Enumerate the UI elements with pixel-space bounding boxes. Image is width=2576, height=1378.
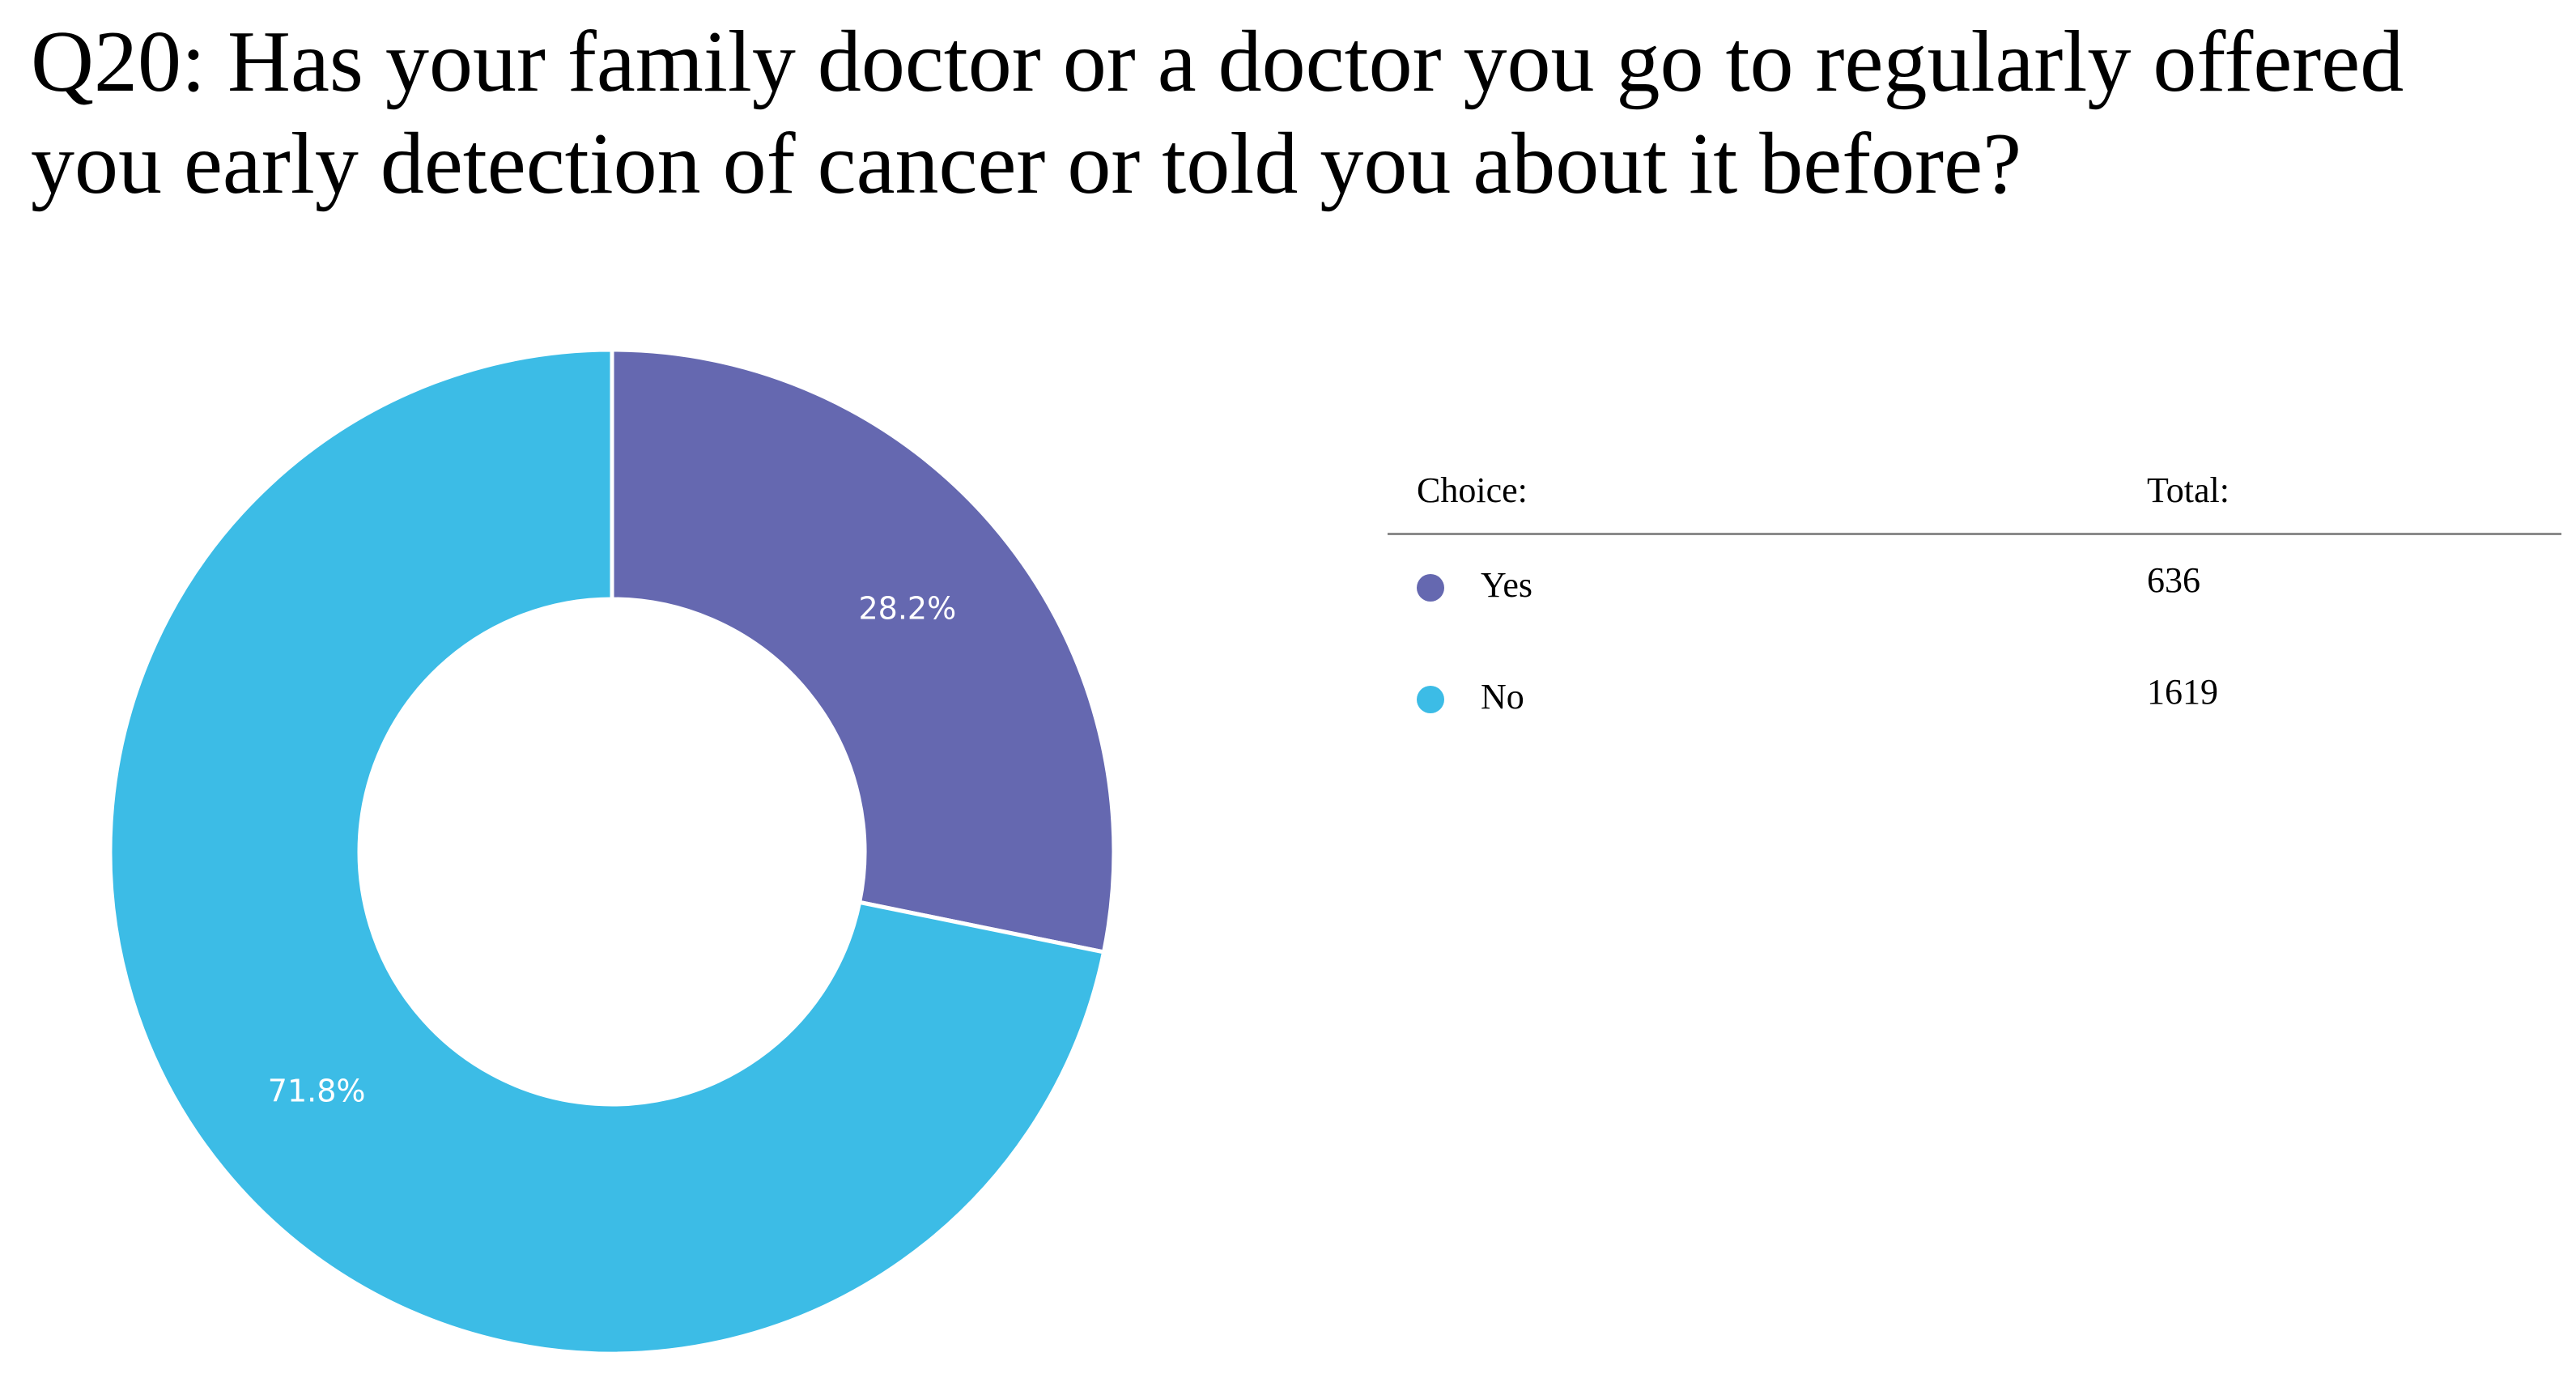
- legend-header-choice: Choice:: [1417, 470, 1528, 510]
- legend-table: Choice: Total: Yes 636 No 1619: [1388, 461, 2561, 759]
- legend-row-no: No 1619: [1388, 647, 2561, 759]
- slice-label-no: 71.8%: [268, 1073, 366, 1108]
- donut-slice-yes: [610, 347, 1116, 955]
- legend-header-total: Total:: [2147, 470, 2230, 510]
- legend-total-no: 1619: [2147, 672, 2218, 712]
- legend-label-yes: Yes: [1481, 565, 1533, 605]
- legend-header: Choice: Total:: [1388, 461, 2561, 535]
- donut-chart: 28.2% 71.8%: [108, 347, 1116, 1356]
- chart-title: Q20: Has your family doctor or a doctor …: [31, 14, 2404, 212]
- legend-dot-no: [1417, 686, 1444, 713]
- legend-dot-yes: [1417, 574, 1444, 602]
- legend-label-no: No: [1481, 677, 1524, 717]
- legend-row-yes: Yes 636: [1388, 535, 2561, 647]
- slice-labels: 28.2% 71.8%: [268, 591, 956, 1109]
- legend-total-yes: 636: [2147, 560, 2200, 600]
- donut-slices: [108, 347, 1116, 1356]
- donut-slice-no: [108, 347, 1107, 1356]
- slice-label-yes: 28.2%: [858, 591, 956, 627]
